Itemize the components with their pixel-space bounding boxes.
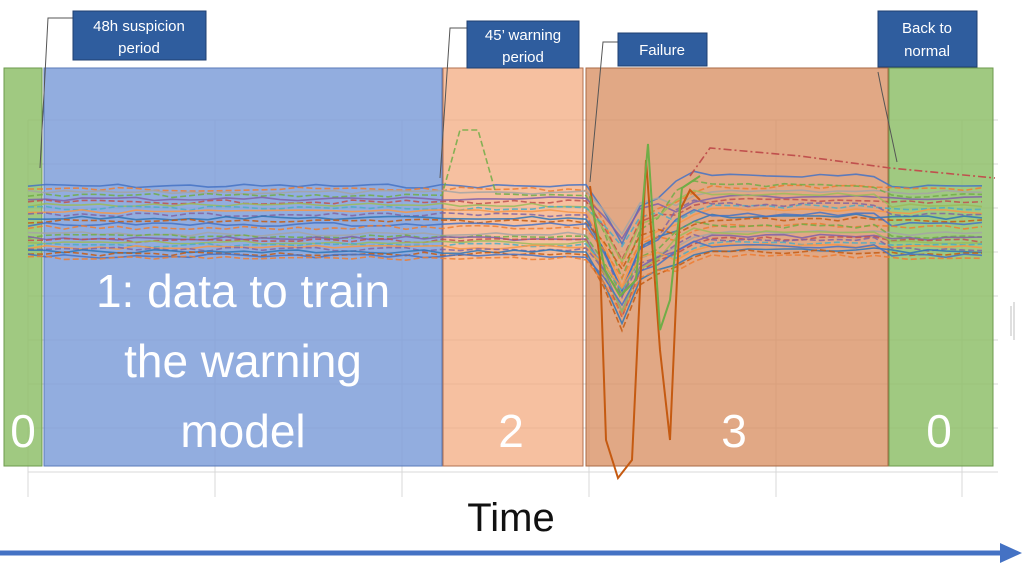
- callout-box-suspicion: [72, 10, 207, 61]
- sensor-trace: [27, 189, 983, 236]
- callout-normal-line2: normal: [904, 43, 950, 60]
- sensor-trace: [27, 222, 983, 280]
- region-normal-start: [3, 67, 43, 467]
- sensor-traces: [27, 129, 996, 481]
- sensor-trace: [27, 233, 983, 298]
- sensor-trace: [27, 207, 983, 289]
- sensor-trace: [27, 208, 983, 292]
- sensor-trace: [27, 253, 983, 317]
- region-label-0-end: 0: [926, 405, 952, 457]
- sensor-trace: [27, 216, 983, 271]
- sensor-trace: [28, 184, 983, 267]
- sensor-trace: [27, 203, 983, 248]
- callout-leaders: [39, 17, 898, 183]
- sensor-trace: [27, 194, 983, 241]
- region-label-0-start: 0: [10, 405, 36, 457]
- region-suspicion: [43, 67, 443, 467]
- region-warning: [442, 67, 584, 467]
- callout-leader-warning: [439, 27, 467, 179]
- sensor-trace: [27, 240, 983, 307]
- region-label-2: 2: [498, 405, 524, 457]
- time-arrow: [0, 543, 1022, 563]
- sensor-trace: [27, 227, 983, 314]
- right-edge-marker: [1010, 302, 1015, 340]
- sensor-trace: [27, 240, 983, 292]
- region-normal-end: [888, 67, 994, 467]
- callout-box-failure: [617, 32, 708, 67]
- callout-leader-normal: [877, 71, 898, 163]
- callout-suspicion-line2: period: [118, 40, 160, 57]
- callout-suspicion: 48h suspicion period: [72, 10, 207, 61]
- callout-box-warning: [466, 20, 580, 69]
- callout-leader-failure: [589, 41, 618, 183]
- sensor-trace: [27, 220, 983, 298]
- callout-normal: Back to normal: [877, 10, 978, 68]
- sensor-trace: [27, 242, 983, 290]
- callout-failure-line1: Failure: [639, 42, 685, 59]
- sensor-trace: [689, 147, 996, 179]
- region-label-1-line2: the warning: [124, 335, 362, 387]
- sensor-trace: [27, 235, 983, 320]
- callout-box-normal: [877, 10, 978, 68]
- sensor-trace: [589, 143, 701, 331]
- callout-leader-suspicion: [39, 17, 73, 169]
- region-label-1-line3: model: [180, 405, 305, 457]
- callout-failure: Failure: [617, 32, 708, 67]
- sensor-trace: [27, 199, 983, 300]
- x-axis-label: Time: [467, 496, 554, 540]
- sensor-trace: [27, 213, 983, 294]
- callout-warning-line2: period: [502, 49, 544, 66]
- callout-normal-line1: Back to: [902, 20, 952, 37]
- sensor-trace: [27, 170, 983, 246]
- callout-warning: 45’ warning period: [466, 20, 580, 69]
- callout-warning-line1: 45’ warning: [485, 27, 561, 44]
- sensor-trace: [27, 197, 983, 262]
- sensor-trace: [27, 129, 983, 281]
- sensor-trace: [27, 189, 983, 264]
- callout-suspicion-line1: 48h suspicion: [93, 18, 185, 35]
- region-label-1-line1: 1: data to train: [96, 265, 390, 317]
- time-arrow-head: [1000, 543, 1022, 563]
- region-label-3: 3: [721, 405, 747, 457]
- sensor-trace: [27, 229, 983, 317]
